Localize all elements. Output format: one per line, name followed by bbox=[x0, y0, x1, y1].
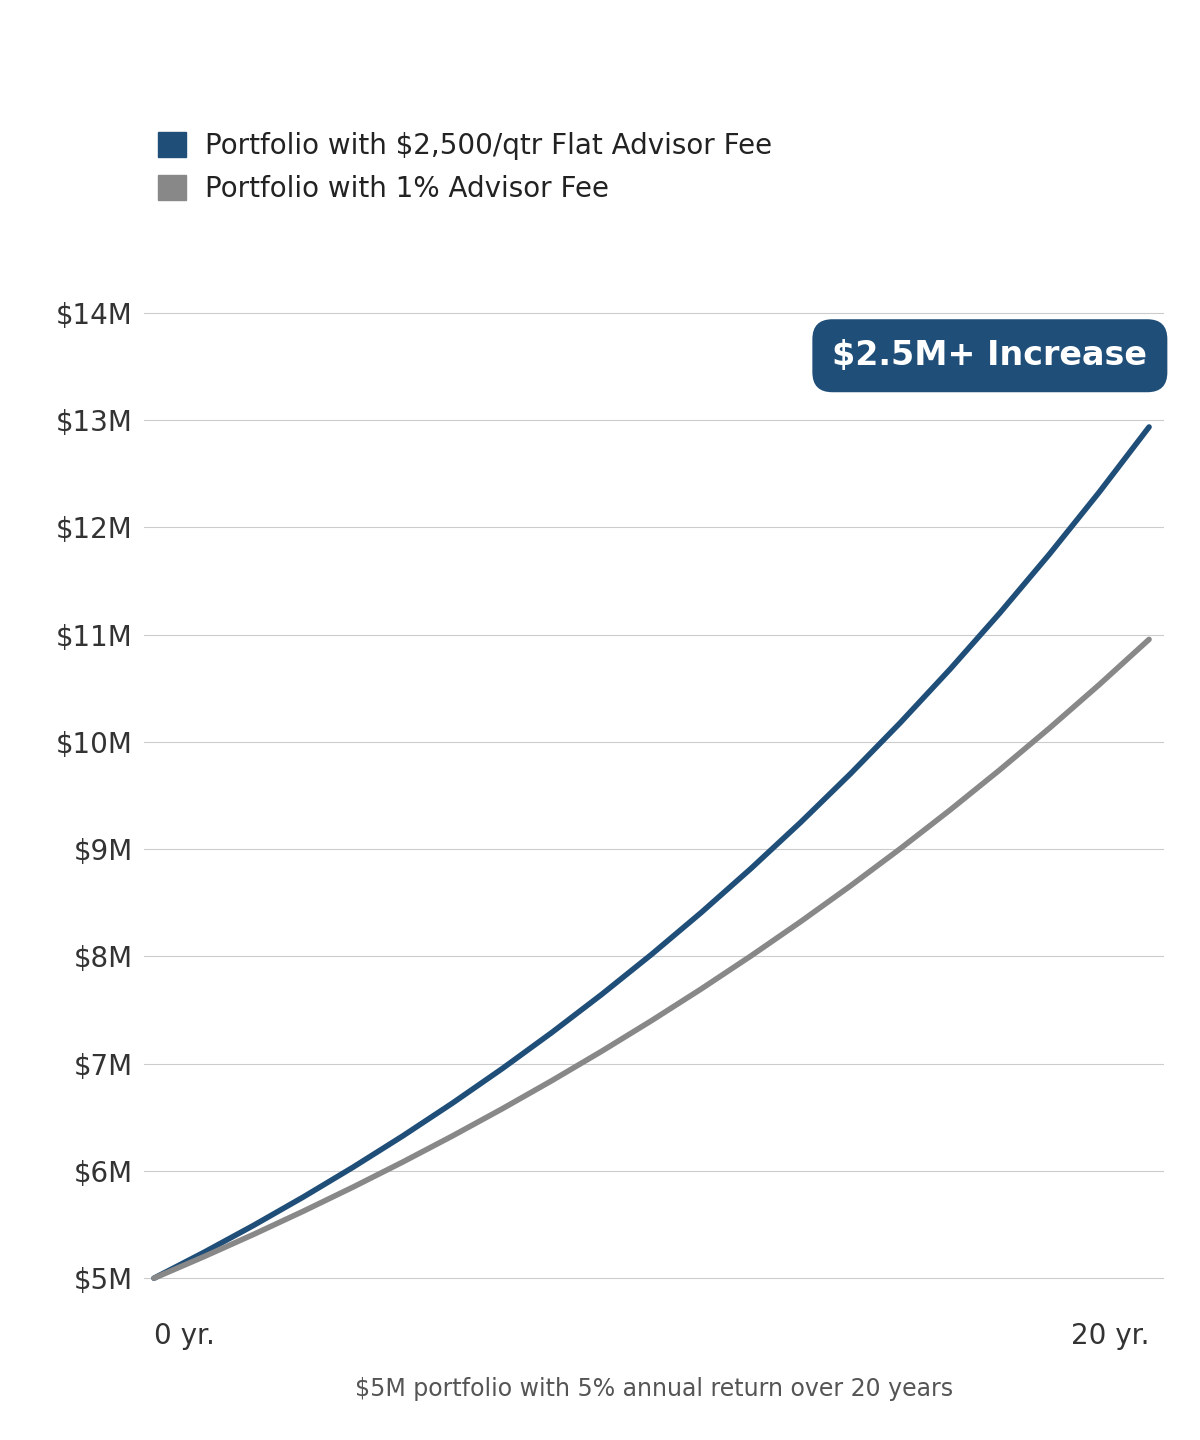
Legend: Portfolio with $2,500/qtr Flat Advisor Fee, Portfolio with 1% Advisor Fee: Portfolio with $2,500/qtr Flat Advisor F… bbox=[158, 132, 773, 203]
X-axis label: $5M portfolio with 5% annual return over 20 years: $5M portfolio with 5% annual return over… bbox=[355, 1377, 953, 1401]
Text: $2.5M+ Increase: $2.5M+ Increase bbox=[833, 340, 1147, 372]
